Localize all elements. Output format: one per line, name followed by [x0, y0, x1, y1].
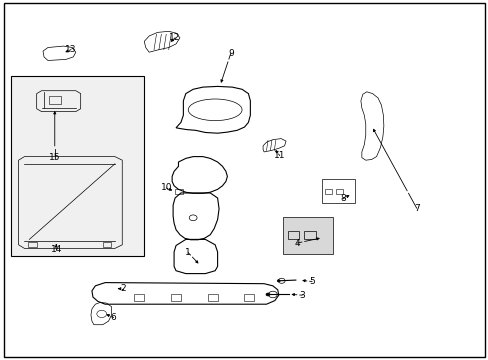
- Text: 13: 13: [65, 45, 77, 54]
- Text: 14: 14: [50, 245, 62, 253]
- Bar: [11, 76, 143, 256]
- Text: 8: 8: [340, 194, 346, 203]
- Bar: [134, 294, 144, 301]
- Circle shape: [277, 280, 280, 282]
- Bar: [325, 189, 331, 194]
- Text: 12: 12: [169, 33, 181, 42]
- Bar: [28, 242, 37, 247]
- Text: 3: 3: [299, 291, 305, 300]
- Bar: [282, 217, 332, 254]
- Bar: [102, 242, 111, 247]
- Bar: [175, 189, 183, 194]
- Circle shape: [265, 293, 269, 296]
- Bar: [171, 294, 181, 301]
- Text: 4: 4: [294, 239, 300, 248]
- Bar: [244, 294, 254, 301]
- Bar: [304, 231, 315, 239]
- Text: 15: 15: [49, 153, 61, 162]
- Bar: [287, 231, 299, 239]
- Text: 10: 10: [160, 184, 172, 193]
- Bar: [49, 96, 61, 104]
- Bar: [207, 294, 217, 301]
- Text: 5: 5: [308, 277, 314, 286]
- Bar: [321, 179, 354, 203]
- Text: 11: 11: [273, 151, 285, 160]
- Bar: [335, 189, 342, 194]
- Text: 6: 6: [110, 313, 116, 322]
- Text: 1: 1: [185, 248, 191, 257]
- Text: 2: 2: [120, 284, 126, 293]
- Text: 9: 9: [227, 49, 233, 58]
- Text: 7: 7: [413, 204, 419, 212]
